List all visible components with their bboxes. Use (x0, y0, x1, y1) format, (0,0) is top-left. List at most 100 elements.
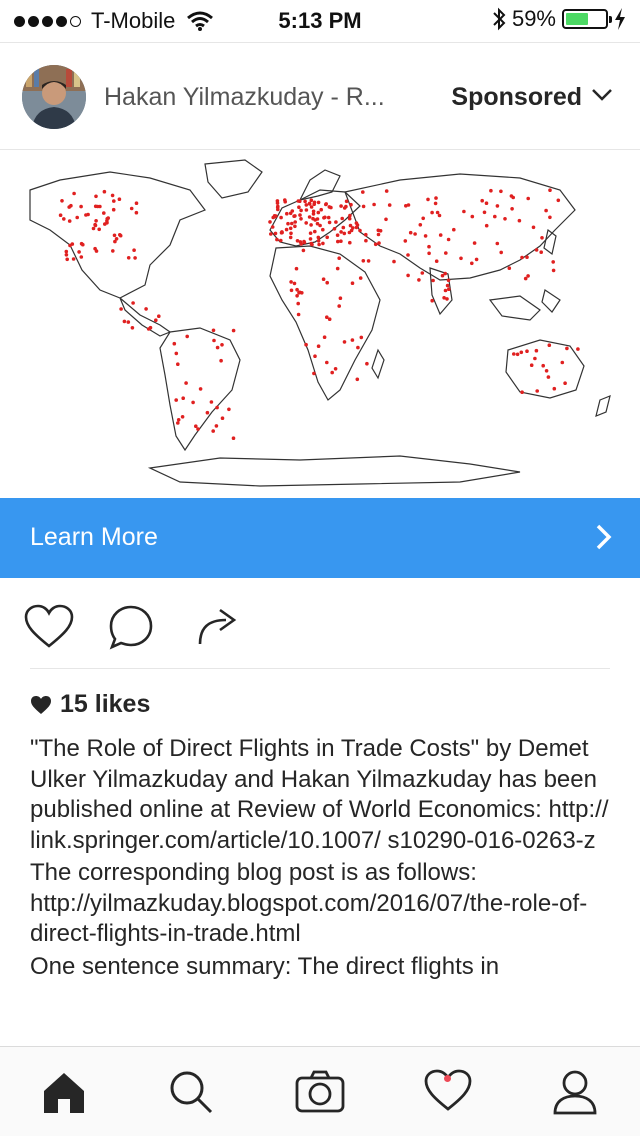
airport-dot (520, 255, 524, 260)
airport-dot (198, 387, 203, 391)
airport-dot (174, 398, 178, 402)
airport-dot (421, 216, 426, 221)
airport-dot (540, 236, 544, 240)
airport-dot (325, 235, 330, 240)
airport-dot (510, 207, 514, 211)
airport-dot (270, 225, 275, 229)
airport-dot (268, 220, 272, 224)
airport-dot (132, 248, 136, 252)
airport-dot (130, 326, 135, 330)
airport-dot (316, 239, 321, 243)
airport-dot (423, 234, 428, 238)
airport-dot (355, 377, 360, 382)
chevron-right-icon (596, 524, 612, 550)
heart-icon[interactable] (24, 604, 74, 650)
airport-dot (296, 312, 301, 317)
airport-dot (334, 220, 338, 224)
airport-dot (484, 201, 489, 205)
airport-dot (227, 407, 231, 412)
airport-dot (480, 198, 485, 203)
airport-dot (71, 257, 76, 261)
caption-paragraph: The corresponding blog post is as follow… (30, 859, 588, 947)
avatar[interactable] (22, 65, 86, 129)
airport-dot (293, 224, 297, 229)
airport-dot (406, 273, 410, 278)
airport-dot (361, 259, 366, 263)
airport-dot (472, 241, 477, 245)
airport-dot (474, 257, 479, 262)
airport-dot (69, 203, 73, 208)
airport-dot (295, 294, 299, 298)
airport-dot (105, 221, 109, 225)
airport-dot (324, 202, 328, 207)
chevron-down-icon[interactable] (590, 83, 614, 107)
airport-dot (347, 230, 352, 235)
status-time: 5:13 PM (278, 8, 362, 33)
airport-dot (316, 235, 321, 240)
airport-dot (349, 202, 353, 207)
airport-dot (94, 219, 98, 223)
airport-dot (430, 210, 434, 215)
airport-dot (315, 221, 320, 226)
airport-dot (361, 190, 365, 194)
airport-dot (418, 223, 423, 227)
airport-dot (354, 221, 359, 225)
airport-dot (126, 320, 131, 324)
airport-dot (113, 239, 117, 244)
airport-dot (325, 315, 329, 319)
airport-dot (384, 189, 389, 193)
battery-icon (562, 9, 612, 29)
airport-dot (91, 226, 96, 231)
battery-percent: 59% (511, 6, 556, 31)
airport-dot (211, 429, 215, 433)
airport-dot (499, 250, 504, 255)
airport-dot (288, 235, 293, 240)
airport-dot (376, 228, 381, 233)
airport-dot (552, 386, 557, 391)
airport-dot (404, 204, 408, 208)
airport-dot (294, 266, 299, 271)
airport-dot (459, 256, 463, 261)
airport-dot (276, 204, 280, 209)
comment-icon[interactable] (108, 604, 154, 650)
airport-dot (297, 205, 301, 209)
airport-dot (534, 248, 539, 252)
airport-dot (332, 227, 337, 231)
airport-dot (547, 343, 552, 347)
airport-dot (348, 213, 352, 218)
airport-dot (307, 202, 312, 206)
airport-dot (426, 197, 430, 202)
airport-dot (110, 193, 115, 198)
author-name[interactable]: Hakan Yilmazkuday - R... (104, 83, 385, 111)
airport-dot (185, 334, 189, 339)
airport-dot (133, 256, 137, 260)
airport-dot (102, 211, 106, 215)
airport-dot (440, 273, 445, 278)
airport-dot (347, 216, 352, 221)
search-icon[interactable] (168, 1069, 214, 1115)
airport-dot (406, 203, 411, 207)
airport-dot (122, 319, 127, 324)
airport-dot (296, 301, 301, 306)
airport-dot (144, 307, 148, 311)
airport-dot (335, 266, 340, 271)
camera-icon[interactable] (294, 1069, 346, 1115)
airport-dot (215, 405, 219, 410)
airport-dot (299, 217, 303, 221)
airport-dot (111, 207, 116, 212)
airport-dot (377, 241, 381, 245)
airport-dot (445, 297, 449, 301)
likes-count[interactable]: 15 likes (30, 690, 150, 719)
airport-dot (172, 341, 177, 346)
airport-dot (194, 424, 198, 429)
home-icon[interactable] (40, 1069, 88, 1115)
profile-icon[interactable] (552, 1069, 598, 1115)
airport-dot (392, 259, 396, 264)
airport-dot (307, 215, 312, 219)
airport-dot (62, 217, 66, 221)
share-icon[interactable] (196, 604, 240, 648)
learn-more-button[interactable]: Learn More (0, 498, 640, 578)
airport-dot (302, 239, 306, 244)
airport-dot (134, 210, 139, 215)
airport-dot (299, 208, 303, 213)
